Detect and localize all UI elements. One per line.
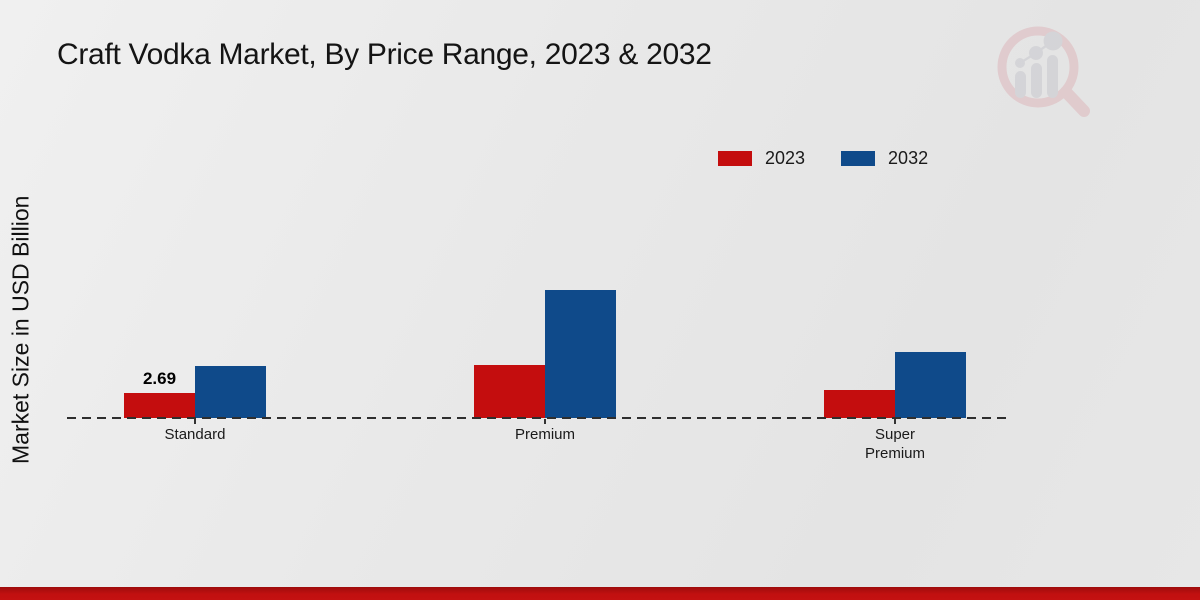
magnifier-handle-icon — [1060, 86, 1090, 117]
category-label-super-premium: Super Premium — [864, 426, 925, 462]
data-label-2023-standard: 2.69 — [142, 368, 177, 388]
logo-bar-large — [1047, 55, 1058, 98]
bar-2032-premium — [545, 289, 616, 418]
logo-bar-medium — [1031, 63, 1042, 98]
legend: 2023 2032 — [718, 148, 928, 169]
legend-swatch-2032 — [841, 151, 876, 166]
logo-dot-large — [1043, 31, 1063, 51]
x-axis-tick-premium — [544, 419, 546, 424]
bar-2032-super-premium — [895, 351, 966, 418]
legend-item-2032: 2032 — [841, 148, 928, 169]
bar-2023-standard — [124, 392, 195, 418]
magnifier-bar-chart-logo-watermark — [997, 26, 1090, 117]
bar-2023-premium — [474, 364, 545, 418]
category-label-standard: Standard — [164, 426, 226, 443]
bar-2023-super-premium — [824, 390, 895, 418]
legend-item-2023: 2023 — [718, 148, 805, 169]
footer-accent-bar — [0, 587, 1200, 600]
legend-swatch-2023 — [718, 151, 752, 166]
category-label-premium: Premium — [514, 426, 575, 443]
legend-label-2023: 2023 — [765, 148, 806, 168]
x-axis-tick-standard — [194, 419, 196, 424]
legend-label-2032: 2032 — [888, 148, 929, 168]
x-axis-dashed-baseline — [67, 417, 1007, 419]
logo-dot-medium — [1029, 46, 1043, 60]
logo-dot-small — [1015, 58, 1025, 68]
logo-bar-small — [1015, 71, 1026, 98]
x-axis-tick-super-premium — [894, 419, 896, 424]
bar-2032-standard — [195, 365, 266, 418]
chart-title: Craft Vodka Market, By Price Range, 2023… — [57, 38, 712, 71]
magnifier-lens-icon — [997, 26, 1079, 108]
